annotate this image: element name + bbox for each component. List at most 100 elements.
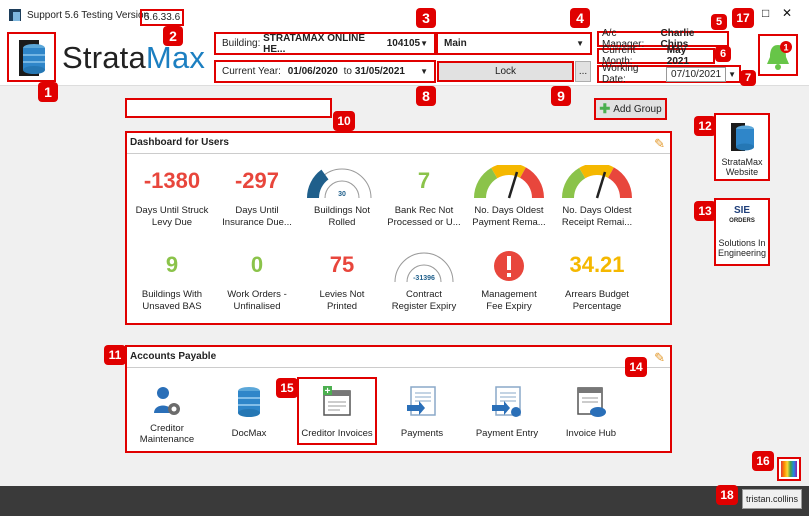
tile-value: 34.21 xyxy=(569,252,625,277)
current-month-row: Current Month: May 2021 xyxy=(597,45,715,67)
annotation-badge: 16 xyxy=(752,451,774,471)
sie-label: Solutions In xyxy=(718,238,766,248)
tile-label: Days Until Struck xyxy=(135,205,209,216)
status-bar xyxy=(0,486,809,516)
annotation-badge: 17 xyxy=(732,8,754,28)
annotation-badge: 7 xyxy=(740,70,756,86)
website-label: Website xyxy=(725,167,759,177)
annotation-badge: 5 xyxy=(711,14,727,30)
color-theme-icon[interactable] xyxy=(777,457,801,481)
year-to-label: to xyxy=(343,66,352,77)
gauge-icon xyxy=(467,163,551,199)
tile-label: Percentage xyxy=(572,301,622,312)
gauge-arc xyxy=(607,167,632,199)
gauge-chart: -31396 xyxy=(382,247,466,283)
creditor-maintenance-icon xyxy=(154,387,180,415)
gauge-arc xyxy=(474,167,498,199)
ap-item-label: Creditor xyxy=(150,423,184,434)
sie-label: Engineering xyxy=(717,248,767,258)
creditor-maintenance-button[interactable]: Creditor Maintenance xyxy=(127,385,207,445)
dashboard-tile[interactable]: 7 Bank Rec Not Processed or U... xyxy=(382,165,466,229)
payment-entry-button[interactable]: Payment Entry xyxy=(467,385,547,439)
annotation-badge: 9 xyxy=(551,86,571,106)
calendar-dropdown-icon[interactable]: ▼ xyxy=(728,69,736,79)
building-value: STRATAMAX ONLINE HE... xyxy=(263,32,365,55)
gauge-outline xyxy=(394,252,454,283)
title-bar: Support 5.6 Testing Version 5.6.33.6 — □… xyxy=(0,0,809,28)
pencil-icon[interactable]: ✎ xyxy=(654,350,665,365)
tile-label: Arrears Budget xyxy=(565,289,629,300)
annotation-badge: 11 xyxy=(104,345,126,365)
working-date-input[interactable]: 07/10/2021 xyxy=(666,66,727,82)
annotation-badge: 6 xyxy=(715,46,731,62)
sie-logo: SIE xyxy=(733,205,751,216)
ap-item-label: Creditor Invoices xyxy=(301,428,373,439)
sie-orders-button[interactable]: SIE ORDERS Solutions In Engineering xyxy=(714,198,770,266)
year-select[interactable]: Current Year: 01/06/2020 to 31/05/2021 ▼ xyxy=(214,60,436,83)
tile-label: Processed or U... xyxy=(387,217,461,228)
tile-label: Contract xyxy=(406,289,442,300)
version-label: 5.6.33.6 xyxy=(140,9,185,26)
month-label: Current Month: xyxy=(602,45,636,67)
dashboard-tile[interactable]: No. Days Oldest Payment Rema... xyxy=(467,163,551,229)
dashboard-tile[interactable]: Management Fee Expiry xyxy=(467,249,551,313)
docmax-button[interactable]: DocMax xyxy=(209,385,289,439)
invoice-hub-icon xyxy=(577,387,606,417)
module-select[interactable]: Main ▼ xyxy=(436,32,592,55)
stratamax-website-button[interactable]: StrataMax Website xyxy=(714,113,770,181)
ellipsis-button[interactable]: ... xyxy=(575,61,591,82)
stratamax-logo[interactable] xyxy=(7,32,56,82)
dashboard-title: Dashboard for Users xyxy=(130,137,229,148)
dashboard-tile[interactable]: 75 Levies Not Printed xyxy=(300,249,384,313)
dashboard-tile[interactable]: -297 Days Until Insurance Due... xyxy=(215,165,299,229)
docmax-icon xyxy=(238,387,260,417)
payments-button[interactable]: Payments xyxy=(382,385,462,439)
building-select[interactable]: Building: STRATAMAX ONLINE HE... 104105 … xyxy=(214,32,436,55)
gauge-outline xyxy=(406,264,442,283)
tile-label: Management xyxy=(481,289,537,300)
gauge-value: 30 xyxy=(338,191,346,198)
annotation-badge: 13 xyxy=(694,201,716,221)
alert-icon xyxy=(467,249,551,281)
maximize-button[interactable]: □ xyxy=(762,6,770,20)
annotation-badge: 2 xyxy=(163,26,183,46)
annotation-badge: 12 xyxy=(694,116,716,136)
brand-name: StrataMax xyxy=(62,40,205,76)
plus-icon: ✚ xyxy=(599,101,611,116)
dashboard-tile[interactable]: -1380 Days Until Struck Levy Due xyxy=(130,165,214,229)
stratamax-logo-icon xyxy=(19,40,45,76)
add-group-button[interactable]: ✚ Add Group xyxy=(594,98,667,120)
module-value: Main xyxy=(444,38,467,49)
creditor-invoices-button[interactable]: + Creditor Invoices xyxy=(297,377,377,445)
dashboard-tile[interactable]: 0 Work Orders - Unfinalised xyxy=(215,249,299,313)
dashboard-tile[interactable]: No. Days Oldest Receipt Remai... xyxy=(555,163,639,229)
manager-value: Charlie Chips xyxy=(660,28,695,50)
search-input[interactable] xyxy=(125,98,332,118)
header: StrataMax Building: STRATAMAX ONLINE HE.… xyxy=(0,28,809,86)
tile-label: No. Days Oldest xyxy=(474,205,544,216)
manager-label: A/c Manager: xyxy=(602,28,645,50)
tile-label: Unfinalised xyxy=(233,301,281,312)
close-button[interactable]: ✕ xyxy=(782,6,793,20)
gauge-chart: 30 xyxy=(300,163,384,199)
dashboard-tile[interactable]: -31396 Contract Register Expiry xyxy=(382,247,466,313)
tile-label: Unsaved BAS xyxy=(142,301,202,312)
gauge-arc xyxy=(562,167,586,199)
tile-label: Buildings Not xyxy=(314,205,370,216)
gauge-needle xyxy=(507,171,519,199)
annotation-badge: 10 xyxy=(333,111,355,131)
pencil-icon[interactable]: ✎ xyxy=(654,136,665,151)
dashboard-tile[interactable]: 30 Buildings Not Rolled xyxy=(300,163,384,229)
tile-value: -1380 xyxy=(143,168,201,193)
invoice-hub-button[interactable]: Invoice Hub xyxy=(551,385,631,439)
working-date-row: Working Date: 07/10/2021 ▼ xyxy=(597,63,741,85)
tile-label: Levies Not xyxy=(319,289,365,300)
notifications-button[interactable]: 1 xyxy=(758,34,798,76)
tile-value: 9 xyxy=(165,252,179,277)
dashboard-tile[interactable]: 34.21 Arrears Budget Percentage xyxy=(555,249,639,313)
lock-button[interactable]: Lock xyxy=(437,61,574,82)
gauge-arc xyxy=(491,163,526,179)
dashboard-tile[interactable]: 9 Buildings With Unsaved BAS xyxy=(130,249,214,313)
current-user-button[interactable]: tristan.collins xyxy=(742,489,802,509)
year-to: 31/05/2021 xyxy=(354,66,405,77)
